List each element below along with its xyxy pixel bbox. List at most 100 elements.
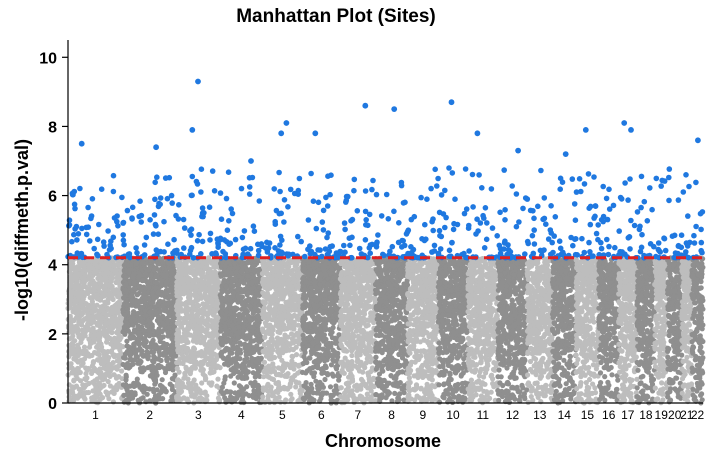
- background-point: [94, 376, 100, 383]
- background-point: [72, 267, 78, 273]
- background-point: [105, 297, 111, 303]
- background-point: [82, 333, 88, 339]
- background-point: [175, 387, 182, 393]
- background-point: [222, 312, 228, 318]
- background-point: [154, 280, 160, 286]
- background-point: [157, 335, 163, 341]
- background-point: [207, 290, 214, 296]
- significant-point: [218, 216, 225, 222]
- background-point: [151, 359, 157, 365]
- background-point: [289, 284, 295, 290]
- background-point: [122, 312, 128, 318]
- background-point: [215, 315, 221, 321]
- background-point: [281, 337, 287, 343]
- background-point: [174, 360, 180, 366]
- background-point: [267, 356, 274, 362]
- background-point: [228, 279, 234, 285]
- background-point: [202, 320, 208, 326]
- background-point: [197, 309, 203, 316]
- significant-point: [71, 201, 78, 208]
- background-point: [206, 296, 212, 302]
- background-point: [248, 339, 254, 345]
- background-point: [293, 302, 299, 308]
- background-point: [325, 372, 331, 378]
- significant-point: [96, 221, 102, 228]
- background-point: [157, 364, 163, 370]
- background-point: [311, 374, 317, 380]
- significant-point: [151, 212, 158, 218]
- background-point: [224, 269, 230, 275]
- significant-point: [238, 185, 245, 192]
- significant-point: [272, 221, 279, 227]
- background-point: [151, 353, 157, 359]
- background-point: [105, 357, 111, 363]
- significant-point: [194, 181, 201, 187]
- background-point: [294, 313, 300, 319]
- background-point: [90, 368, 96, 374]
- significant-point: [78, 250, 85, 257]
- background-point: [105, 362, 111, 368]
- background-point: [191, 346, 197, 352]
- background-point: [329, 335, 335, 341]
- background-point: [203, 354, 209, 360]
- background-point: [270, 309, 276, 315]
- significant-point: [276, 169, 282, 176]
- background-point: [126, 344, 132, 350]
- background-point: [160, 313, 166, 320]
- background-point: [169, 365, 175, 371]
- significant-point: [258, 241, 265, 247]
- background-point: [209, 369, 216, 375]
- significant-point: [137, 198, 143, 204]
- background-point: [151, 344, 157, 350]
- background-point: [72, 348, 78, 354]
- background-point: [175, 380, 181, 386]
- background-point: [140, 260, 146, 266]
- background-point: [116, 332, 122, 338]
- background-point: [241, 306, 247, 312]
- background-point: [231, 261, 238, 267]
- significant-point: [175, 216, 182, 222]
- significant-point: [101, 243, 107, 249]
- background-point: [162, 349, 168, 355]
- background-point: [261, 359, 268, 365]
- background-point: [222, 297, 228, 303]
- background-point: [336, 377, 342, 383]
- background-point: [73, 315, 80, 321]
- significant-point: [198, 189, 204, 195]
- background-point: [88, 276, 94, 282]
- background-point: [86, 285, 93, 291]
- background-point: [230, 290, 237, 296]
- significant-point: [152, 221, 159, 228]
- background-point: [332, 349, 338, 355]
- background-point: [226, 346, 232, 353]
- background-point: [85, 262, 91, 268]
- background-point: [111, 337, 117, 343]
- background-point: [95, 357, 101, 363]
- background-point: [313, 315, 319, 321]
- background-point: [106, 311, 112, 318]
- background-point: [134, 292, 140, 298]
- background-point: [127, 350, 133, 356]
- background-point: [221, 380, 227, 386]
- background-point: [154, 273, 160, 279]
- background-point: [192, 292, 198, 298]
- background-point: [69, 387, 75, 393]
- background-point: [201, 339, 207, 345]
- background-point: [101, 365, 107, 371]
- background-point: [152, 393, 159, 399]
- background-point: [185, 269, 191, 275]
- background-point: [160, 259, 166, 265]
- background-point: [211, 331, 217, 337]
- significant-point: [77, 185, 83, 192]
- background-point: [168, 351, 174, 357]
- background-point: [192, 363, 198, 369]
- background-point: [228, 373, 234, 379]
- background-point: [254, 298, 260, 304]
- significant-point: [217, 190, 224, 196]
- background-point: [145, 281, 151, 287]
- background-point: [199, 327, 205, 334]
- background-point: [303, 370, 309, 376]
- background-point: [156, 267, 162, 273]
- background-point: [210, 302, 216, 308]
- background-point: [284, 303, 290, 309]
